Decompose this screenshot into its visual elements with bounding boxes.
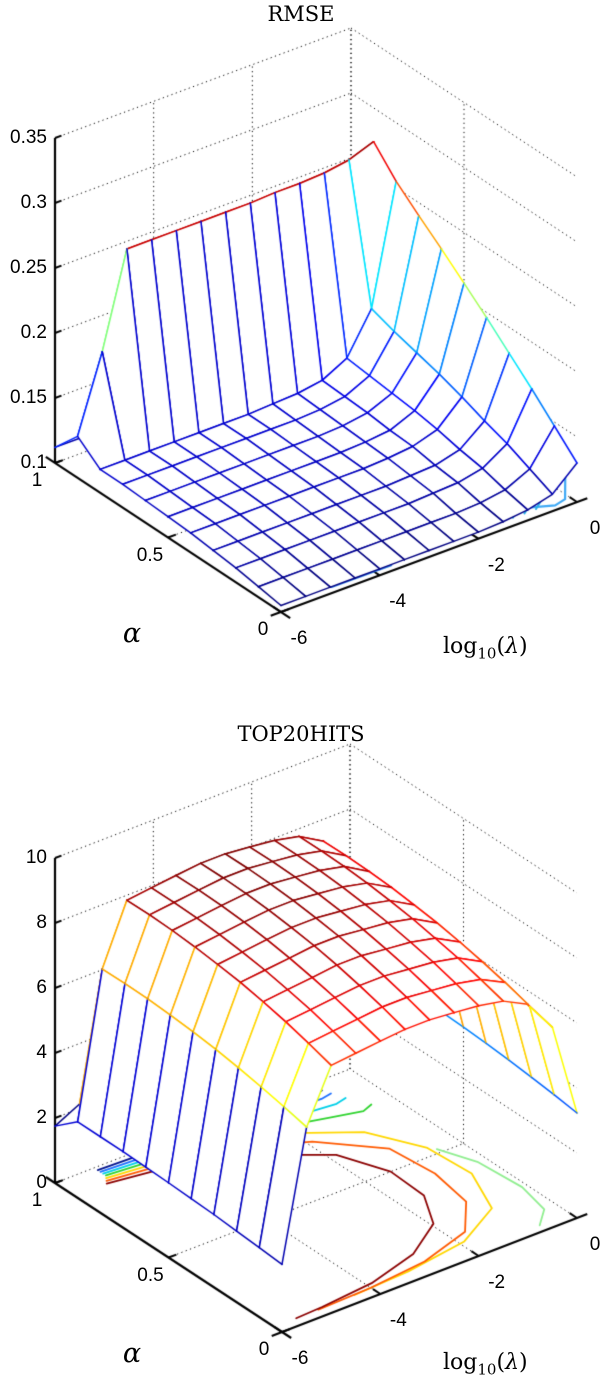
z-tick-label: 0.1 (20, 452, 47, 473)
top20hits-title: TOP20HITS (237, 722, 365, 746)
z-tick-label: 0 (36, 1172, 47, 1193)
z-tick-label: 0.3 (20, 192, 47, 213)
alpha-tick-label: 0.5 (136, 544, 164, 566)
z-tick-label: 0.25 (10, 257, 47, 278)
lambda-tick-label: -2 (488, 1272, 506, 1293)
z-tick-label: 6 (36, 977, 47, 998)
rmse-title: RMSE (267, 2, 335, 26)
alpha-axis-label-1: α (122, 618, 142, 649)
lambda-label-open: ( (496, 634, 506, 659)
alpha-tick-label: 1 (31, 470, 43, 491)
lambda-label-arg: λ (505, 1350, 520, 1375)
lambda-tick-label: -6 (291, 1348, 309, 1369)
lambda-axis-label-2: log10(λ) (443, 1350, 528, 1378)
z-tick-label: 10 (25, 847, 47, 868)
alpha-tick-label: 0 (258, 1339, 270, 1360)
lambda-label-open: ( (496, 1350, 506, 1375)
alpha-axis-label-2: α (122, 1338, 142, 1369)
lambda-label-sub: 10 (477, 1360, 497, 1379)
lambda-label-log: log (443, 634, 478, 659)
z-tick-label: 2 (36, 1107, 47, 1128)
lambda-label-close: ) (519, 1350, 528, 1375)
z-tick-label: 0.2 (20, 322, 47, 343)
lambda-label-arg: λ (505, 634, 520, 659)
lambda-label-close: ) (519, 634, 528, 659)
z-tick-label: 8 (36, 912, 47, 933)
lambda-tick-label: 0 (589, 1234, 601, 1255)
alpha-tick-label: 0.5 (137, 1264, 164, 1286)
lambda-tick-label: -2 (487, 554, 505, 576)
z-tick-label: 4 (36, 1042, 47, 1063)
lambda-axis-label-1: log10(λ) (443, 634, 528, 662)
lambda-label-sub: 10 (477, 644, 497, 663)
lambda-tick-label: 0 (589, 518, 601, 539)
z-tick-label: 0.15 (10, 387, 47, 408)
lambda-tick-label: -4 (389, 591, 407, 613)
alpha-tick-label: 0 (257, 619, 269, 640)
lambda-label-log: log (443, 1350, 478, 1375)
z-tick-label: 0.35 (10, 127, 47, 148)
alpha-tick-label: 1 (31, 1190, 43, 1211)
lambda-tick-label: -6 (290, 628, 308, 649)
lambda-tick-label: -4 (389, 1310, 407, 1331)
